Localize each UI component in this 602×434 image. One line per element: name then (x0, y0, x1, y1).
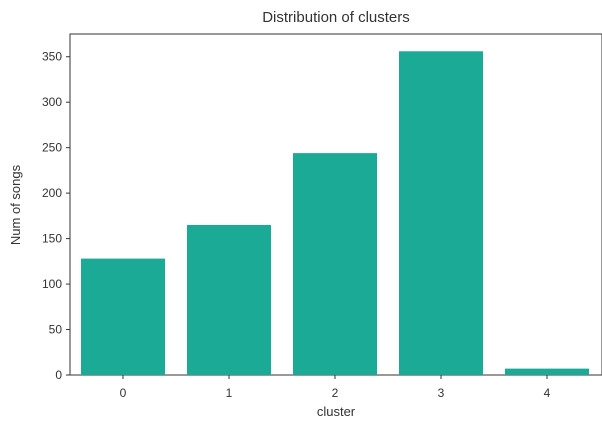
y-tick-label: 300 (42, 95, 62, 109)
y-tick-label: 50 (49, 323, 63, 337)
bar-cluster-3 (399, 51, 483, 375)
y-tick-label: 100 (42, 277, 62, 291)
y-tick-label: 0 (55, 368, 62, 382)
x-tick-label: 3 (438, 386, 445, 400)
y-axis-ticks: 0 50 100 150 200 250 300 350 (42, 50, 70, 382)
bars-group (81, 51, 589, 375)
x-tick-label: 0 (120, 386, 127, 400)
plot-area: 0 1 2 3 4 0 50 100 150 200 250 300 350 (42, 33, 602, 400)
chart-title: Distribution of clusters (262, 9, 410, 26)
y-tick-label: 350 (42, 50, 62, 64)
bar-cluster-0 (81, 258, 165, 375)
bar-cluster-2 (293, 153, 377, 375)
x-tick-label: 4 (544, 386, 551, 400)
x-axis-ticks: 0 1 2 3 4 (120, 375, 551, 400)
y-tick-label: 150 (42, 232, 62, 246)
x-tick-label: 1 (226, 386, 233, 400)
bar-cluster-4 (505, 368, 589, 375)
y-axis-label: Num of songs (8, 164, 23, 245)
x-axis-label: cluster (317, 404, 356, 419)
y-tick-label: 250 (42, 141, 62, 155)
x-tick-label: 2 (332, 386, 339, 400)
y-tick-label: 200 (42, 186, 62, 200)
bar-cluster-1 (187, 224, 271, 375)
